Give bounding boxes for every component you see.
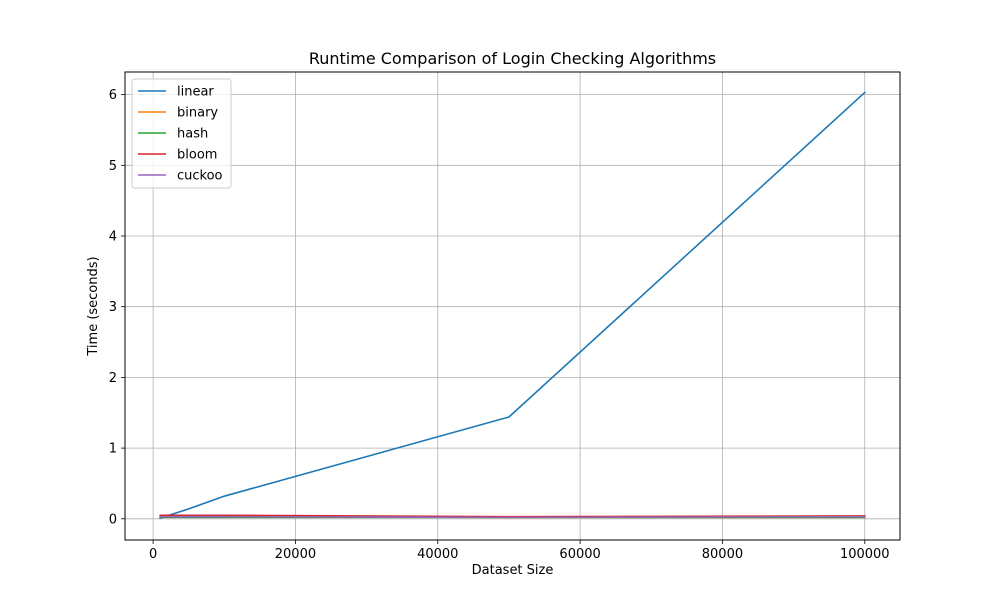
- x-tick-label: 0: [149, 547, 157, 562]
- legend-label-hash: hash: [177, 127, 208, 142]
- x-tick-label: 40000: [417, 547, 458, 562]
- x-axis-label: Dataset Size: [472, 563, 554, 578]
- legend-box: [131, 78, 232, 189]
- x-tick-label: 80000: [702, 547, 743, 562]
- y-tick-label: 5: [109, 159, 117, 174]
- y-axis-label: Time (seconds): [86, 256, 101, 356]
- y-tick-label: 0: [109, 512, 117, 527]
- chart-title: Runtime Comparison of Login Checking Alg…: [309, 49, 716, 68]
- x-tick-label: 60000: [559, 547, 600, 562]
- series-line-linear: [159, 91, 866, 520]
- series-lines: [159, 91, 866, 520]
- x-tick-label: 20000: [275, 547, 316, 562]
- y-axis-ticks: 0 1 2 3 4 5 6: [109, 88, 125, 527]
- legend-label-cuckoo: cuckoo: [177, 169, 223, 184]
- y-tick-label: 6: [109, 88, 117, 103]
- grid: [125, 72, 900, 540]
- legend-label-binary: binary: [177, 106, 218, 121]
- x-axis-ticks: 0 20000 40000 60000 80000 100000: [149, 540, 890, 562]
- series-line-cuckoo: [159, 515, 866, 519]
- y-tick-label: 4: [109, 230, 117, 245]
- x-tick-label: 100000: [840, 547, 890, 562]
- y-tick-label: 3: [109, 300, 117, 315]
- y-tick-label: 1: [109, 442, 117, 457]
- legend-label-bloom: bloom: [177, 148, 217, 163]
- plot-area-frame: [124, 71, 901, 541]
- y-tick-label: 2: [109, 371, 117, 386]
- legend: linear binary hash bloom cuckoo: [131, 78, 232, 189]
- legend-label-linear: linear: [177, 85, 214, 100]
